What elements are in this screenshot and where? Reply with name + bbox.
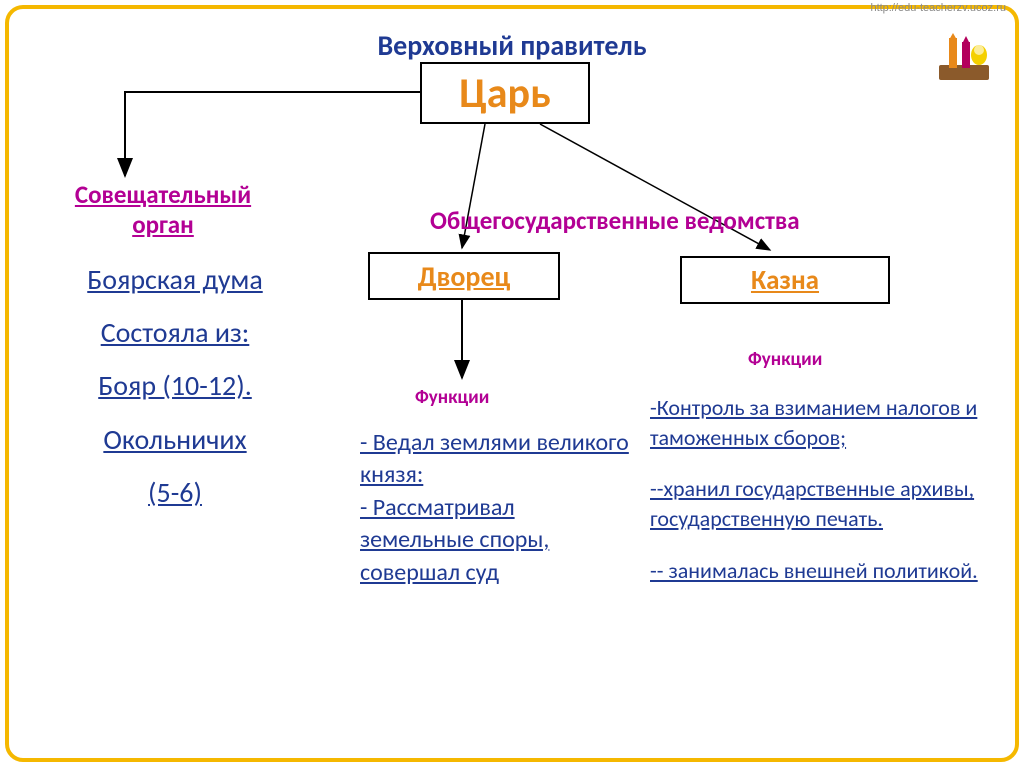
kazna-functions-text: -Контроль за взиманием налогов и таможен… [650,393,990,607]
kazna-func-3: -- занималась внешней политикой. [650,556,990,586]
departments-label: Общегосударственные ведомства [430,205,990,236]
boyar-line3: (5-6) [60,466,290,519]
boyar-line1: Бояр (10-12). [60,359,290,412]
watermark-url: http://edu-teacherzv.ucoz.ru [870,2,1006,14]
tsar-label: Царь [459,68,551,119]
page-title: Верховный правитель [0,28,1024,63]
boyar-duma-block: Боярская дума Состояла из: Бояр (10-12).… [60,253,290,519]
dvorets-node: Дворец [368,252,560,300]
kazna-func-2: --хранил государственные архивы, государ… [650,474,990,533]
kazna-label: Казна [751,264,819,297]
boyar-composed: Состояла из: [60,306,290,359]
kazna-node: Казна [680,256,890,304]
dvorets-functions-label: Функции [415,386,489,409]
kazna-functions-label: Функции [748,348,822,371]
dvorets-functions-text: - Ведал землями великого князя: - Рассма… [360,427,630,589]
dvorets-label: Дворец [418,259,511,294]
boyar-duma-name: Боярская дума [60,253,290,306]
advisory-body-label: Совещательный орган [58,180,268,240]
tsar-node: Царь [420,62,590,124]
boyar-line2: Окольничих [60,413,290,466]
kazna-func-1: -Контроль за взиманием налогов и таможен… [650,393,990,452]
